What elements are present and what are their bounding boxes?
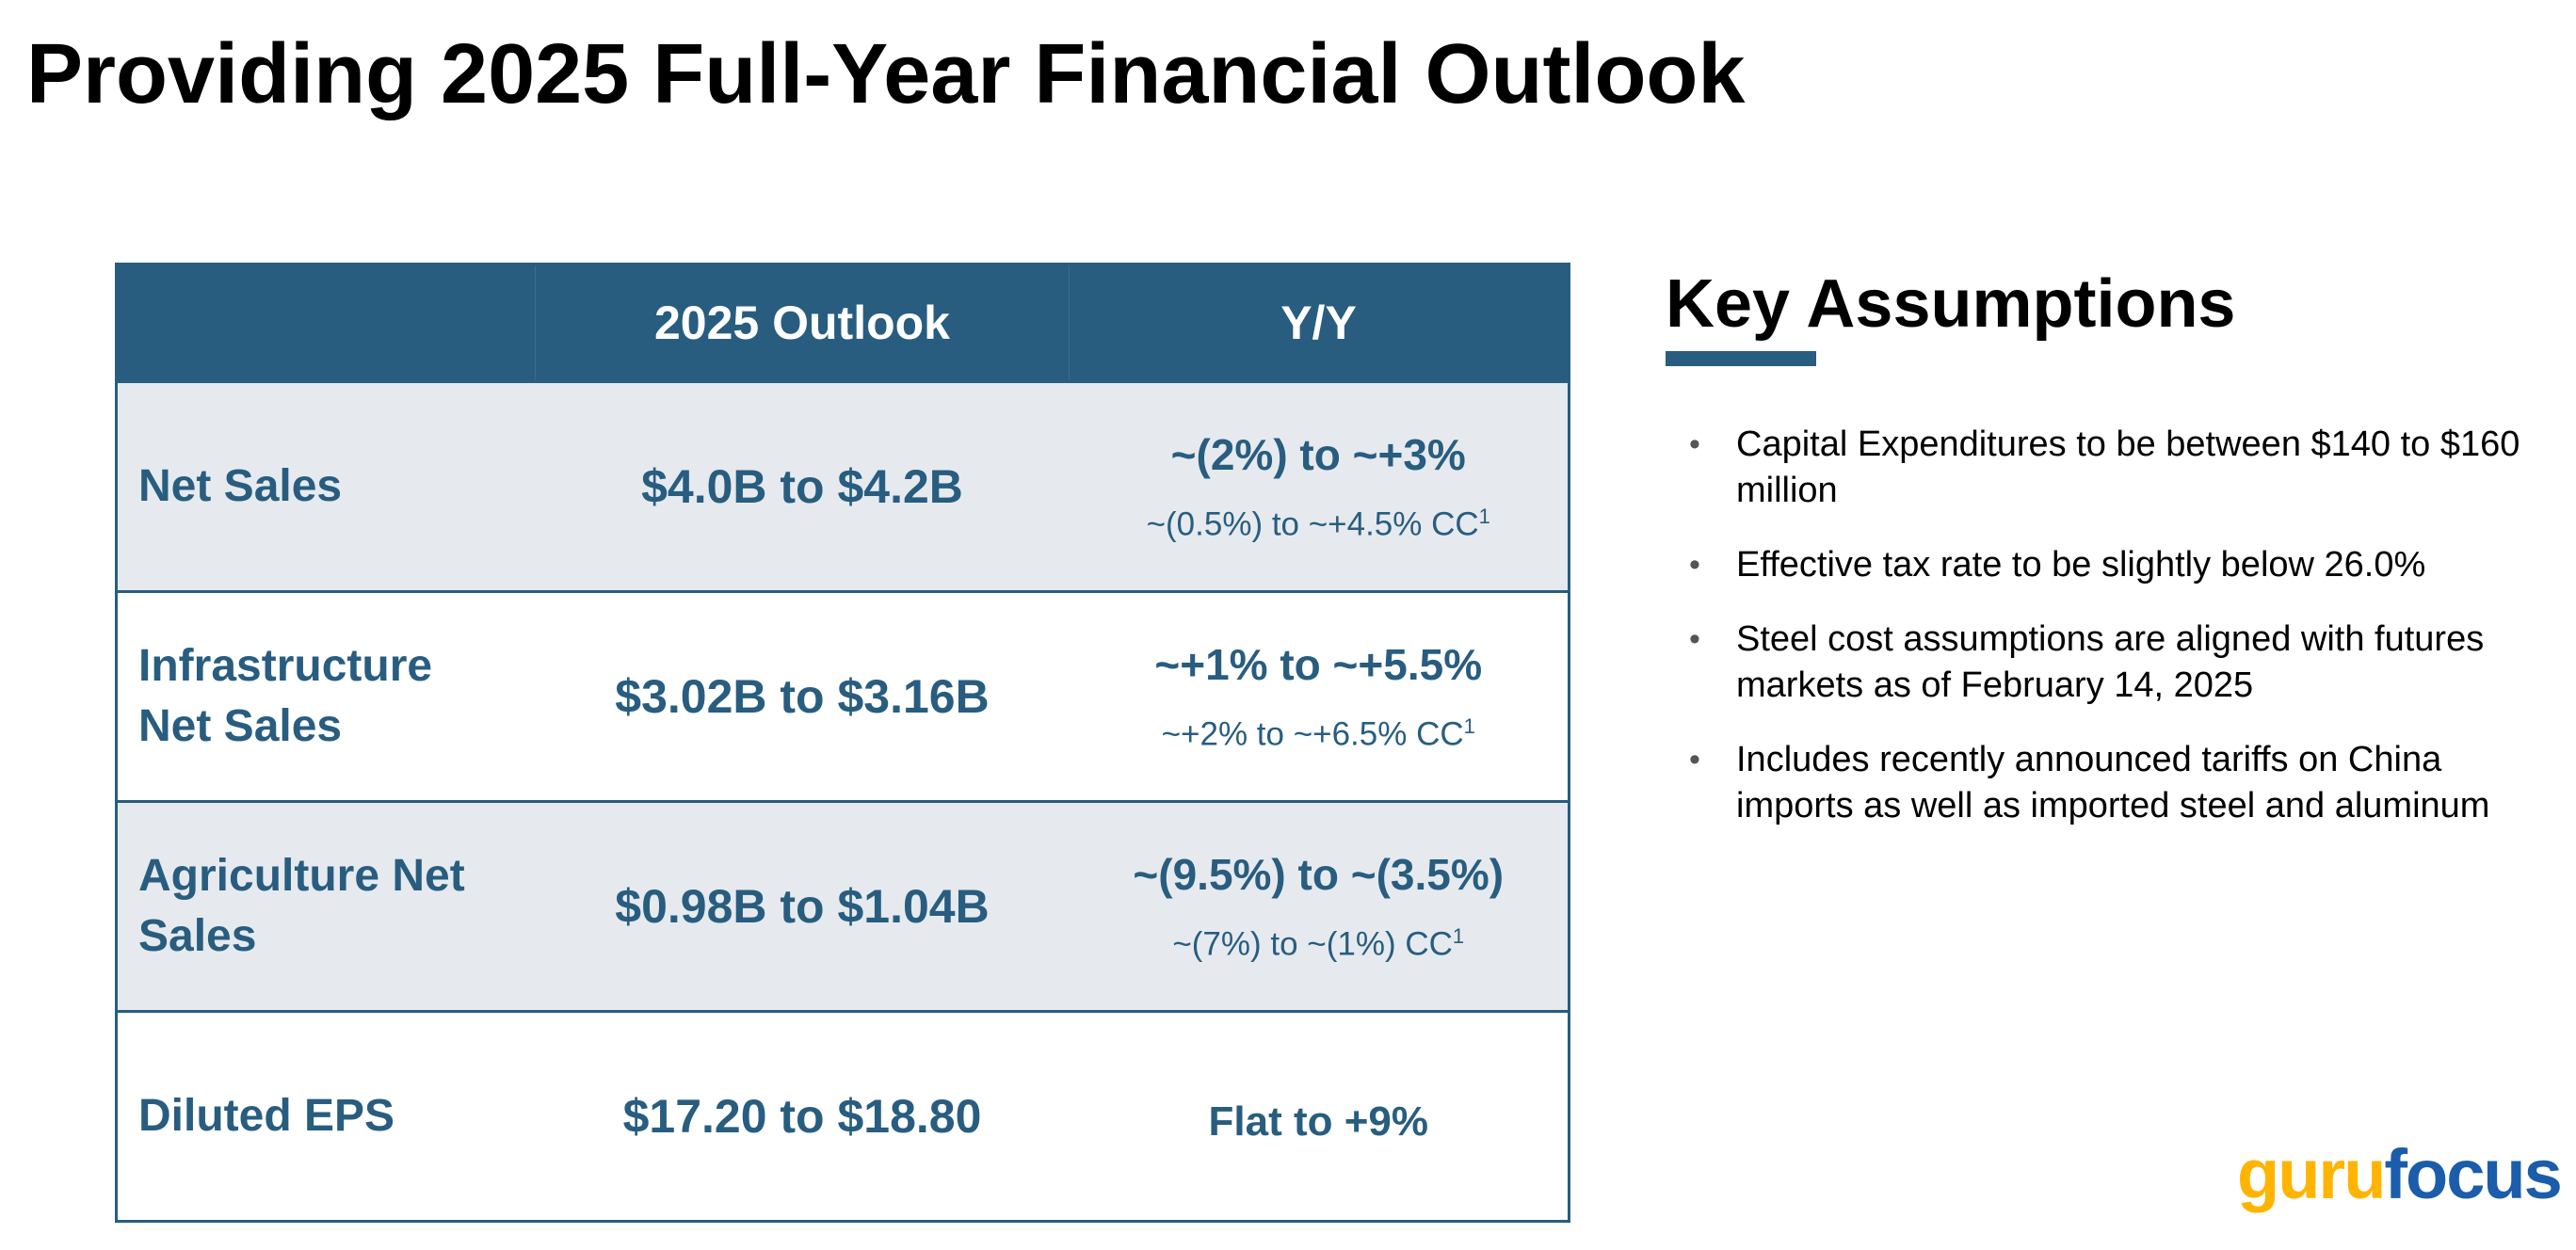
logo-focus: focus (2384, 1135, 2562, 1213)
footnote-marker: 1 (1452, 924, 1465, 949)
row-outlook: $4.0B to $4.2B (535, 380, 1070, 592)
table-row: Infrastructure Net Sales $3.02B to $3.16… (116, 590, 1570, 802)
list-item: Steel cost assumptions are aligned with … (1689, 617, 2536, 709)
header-blank (116, 264, 536, 382)
row-label: Infrastructure Net Sales (116, 590, 536, 802)
footnote-marker: 1 (1463, 714, 1475, 739)
header-yy: Y/Y (1069, 264, 1570, 382)
row-outlook: $0.98B to $1.04B (535, 800, 1070, 1012)
row-outlook: $17.20 to $18.80 (535, 1010, 1070, 1222)
page-title: Providing 2025 Full-Year Financial Outlo… (26, 27, 1746, 121)
table-header-row: 2025 Outlook Y/Y (116, 264, 1570, 382)
yy-value: ~(9.5%) to ~(3.5%) (1133, 850, 1505, 900)
footnote-marker: 1 (1478, 505, 1490, 529)
yy-value: ~(2%) to ~+3% (1170, 430, 1466, 480)
row-label: Agriculture Net Sales (116, 800, 536, 1012)
list-item: Effective tax rate to be slightly below … (1689, 542, 2536, 588)
logo-guru: guru (2237, 1135, 2386, 1213)
header-outlook: 2025 Outlook (535, 264, 1070, 382)
yy-value: ~+1% to ~+5.5% (1154, 640, 1483, 690)
list-item: Capital Expenditures to be between $140 … (1689, 422, 2536, 514)
row-yy: ~+1% to ~+5.5% ~+2% to ~+6.5% CC1 (1069, 590, 1570, 802)
cc-text: ~(0.5%) to ~+4.5% CC (1146, 505, 1479, 543)
key-assumptions-heading: Key Assumptions (1666, 266, 2236, 342)
gurufocus-logo: gurufocus (2237, 1134, 2572, 1214)
table-row: Net Sales $4.0B to $4.2B ~(2%) to ~+3% ~(… (116, 380, 1570, 592)
cc-value: ~(0.5%) to ~+4.5% CC1 (1071, 505, 1568, 544)
cc-value: ~+2% to ~+6.5% CC1 (1071, 714, 1568, 754)
table-row: Agriculture Net Sales $0.98B to $1.04B ~… (116, 800, 1570, 1012)
heading-underline (1666, 351, 1816, 366)
row-outlook: $3.02B to $3.16B (535, 590, 1070, 802)
outlook-table: 2025 Outlook Y/Y Net Sales $4.0B to $4.2… (115, 263, 1570, 1223)
table-row: Diluted EPS $17.20 to $18.80 Flat to +9% (116, 1010, 1570, 1222)
row-label: Diluted EPS (116, 1010, 536, 1222)
yy-value: Flat to +9% (1208, 1098, 1429, 1145)
row-label: Net Sales (116, 380, 536, 592)
row-yy: Flat to +9% (1069, 1010, 1570, 1222)
list-item: Includes recently announced tariffs on C… (1689, 737, 2536, 829)
cc-text: ~+2% to ~+6.5% CC (1161, 715, 1464, 753)
cc-text: ~(7%) to ~(1%) CC (1172, 925, 1453, 963)
cc-value: ~(7%) to ~(1%) CC1 (1071, 924, 1568, 964)
row-yy: ~(9.5%) to ~(3.5%) ~(7%) to ~(1%) CC1 (1069, 800, 1570, 1012)
assumptions-list: Capital Expenditures to be between $140 … (1689, 422, 2536, 857)
row-yy: ~(2%) to ~+3% ~(0.5%) to ~+4.5% CC1 (1069, 380, 1570, 592)
